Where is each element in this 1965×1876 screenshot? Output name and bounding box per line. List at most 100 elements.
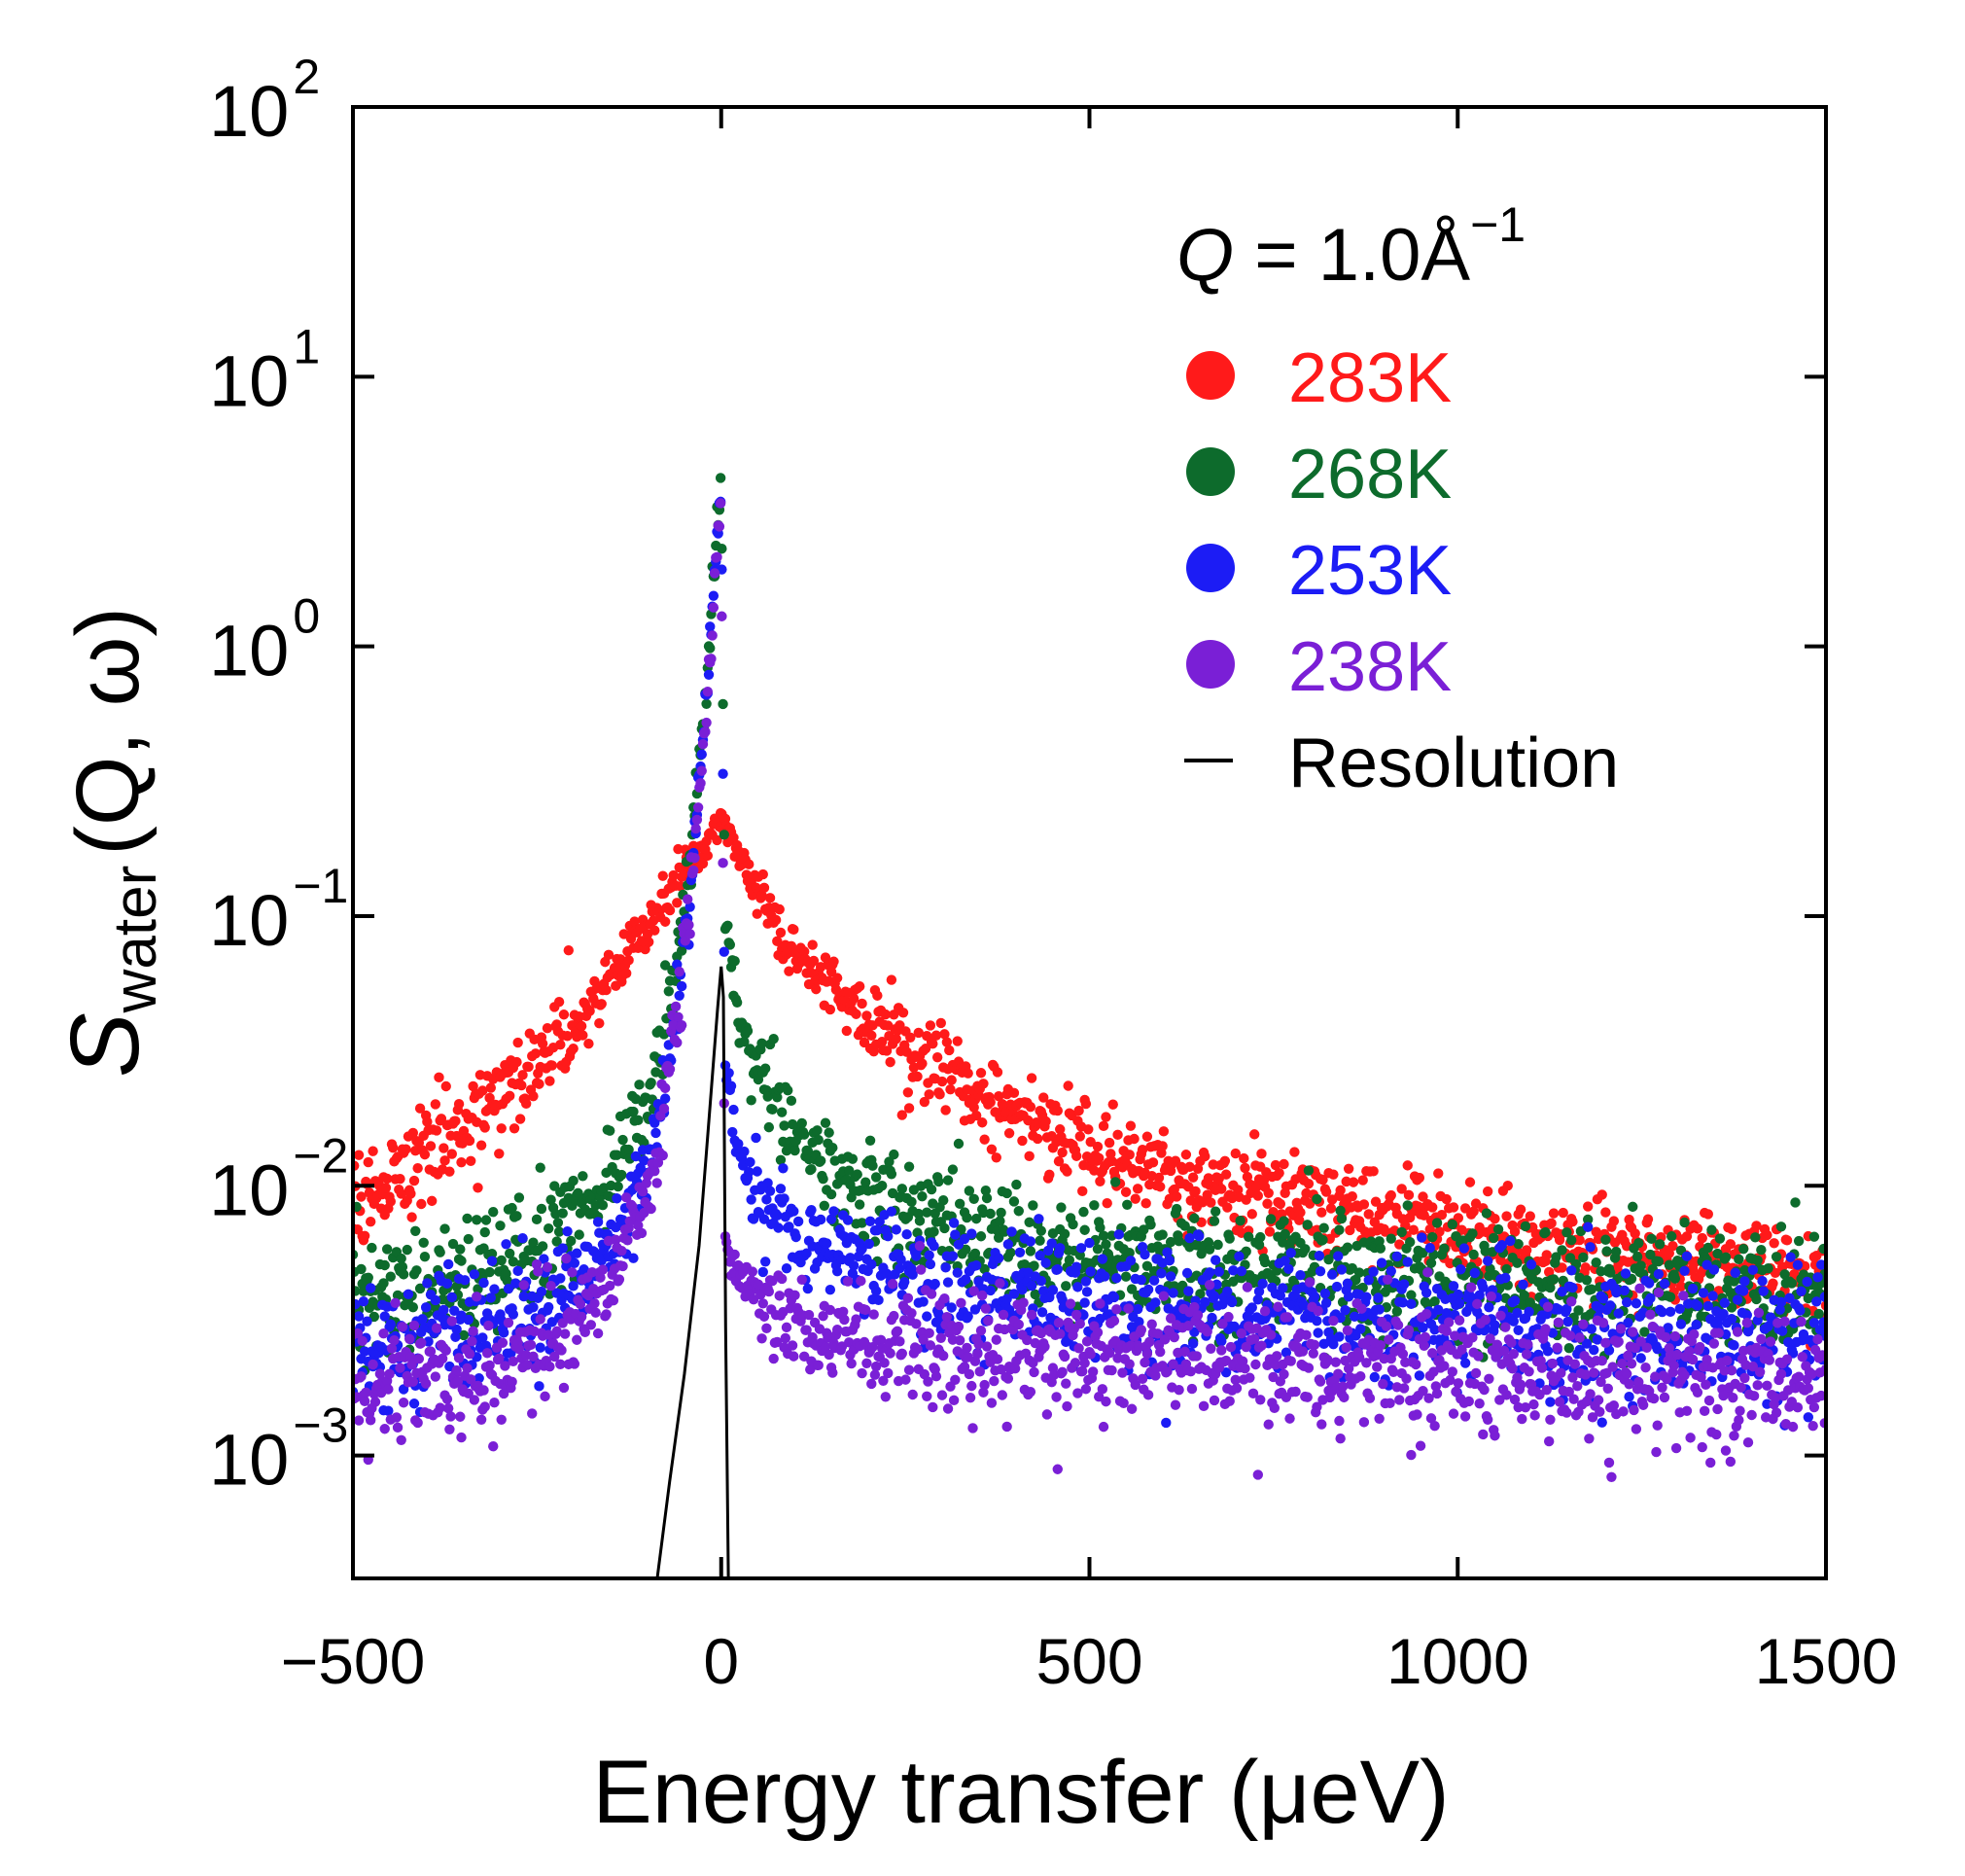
data-point — [1358, 1417, 1370, 1428]
data-point — [425, 1346, 437, 1357]
data-point — [774, 1291, 785, 1301]
data-point — [1489, 1232, 1499, 1244]
data-point — [861, 1358, 872, 1369]
data-point — [1318, 1338, 1329, 1350]
data-point — [1606, 1471, 1617, 1482]
data-point — [824, 1127, 834, 1138]
data-point — [1106, 1364, 1117, 1376]
data-point — [1406, 1290, 1417, 1300]
data-point — [1280, 1256, 1290, 1266]
data-point — [543, 1222, 554, 1234]
data-point — [1719, 1297, 1730, 1308]
data-point — [1185, 1366, 1196, 1377]
data-point — [947, 1164, 959, 1175]
data-point — [914, 1216, 926, 1226]
data-point — [507, 1202, 517, 1214]
data-point — [912, 1071, 923, 1082]
data-point — [1216, 1345, 1227, 1356]
data-point — [1130, 1193, 1140, 1204]
data-point — [1501, 1390, 1512, 1400]
data-point — [1681, 1231, 1693, 1242]
data-point — [722, 920, 733, 931]
data-point — [1634, 1283, 1645, 1294]
data-point — [1339, 1392, 1350, 1403]
data-point — [617, 1260, 628, 1272]
data-point — [1047, 1285, 1059, 1295]
data-point — [1561, 1407, 1572, 1418]
data-point — [397, 1261, 408, 1272]
data-point — [975, 1231, 987, 1242]
data-point — [1361, 1292, 1372, 1302]
data-point — [439, 1143, 449, 1153]
data-point — [706, 654, 717, 664]
data-point — [872, 1224, 883, 1236]
data-point — [925, 1020, 936, 1031]
data-point — [688, 865, 699, 876]
data-point — [1512, 1307, 1523, 1319]
data-point — [1422, 1267, 1433, 1278]
data-point — [1187, 1172, 1199, 1183]
data-point — [1183, 1321, 1194, 1331]
data-point — [1347, 1190, 1357, 1202]
data-point — [1369, 1371, 1381, 1383]
data-point — [1771, 1252, 1782, 1262]
data-point — [924, 1089, 934, 1100]
data-point — [1394, 1395, 1405, 1405]
data-point — [1644, 1278, 1655, 1289]
data-point — [1707, 1291, 1718, 1301]
data-point — [1275, 1198, 1286, 1210]
data-point — [1605, 1267, 1616, 1278]
data-point — [480, 1215, 492, 1225]
data-point — [822, 1238, 832, 1249]
data-point — [549, 1351, 560, 1363]
data-point — [746, 1095, 756, 1106]
data-point — [912, 1344, 923, 1355]
data-point — [869, 1369, 881, 1380]
data-point — [767, 1104, 778, 1115]
data-point — [1675, 1319, 1687, 1329]
data-point — [896, 1110, 907, 1120]
data-point — [1140, 1198, 1151, 1209]
data-point — [555, 1273, 566, 1284]
data-point — [936, 1076, 948, 1087]
data-point — [1231, 1383, 1243, 1394]
data-point — [966, 1228, 977, 1239]
data-point — [702, 686, 714, 697]
data-point — [676, 945, 687, 956]
data-point — [361, 1387, 371, 1398]
data-point — [1301, 1329, 1312, 1341]
data-point — [954, 1334, 965, 1346]
data-point — [992, 1354, 1003, 1364]
data-point — [925, 1340, 936, 1351]
data-point — [1092, 1244, 1104, 1255]
data-point — [486, 1249, 498, 1259]
data-point — [544, 1076, 555, 1086]
data-point — [1478, 1429, 1489, 1440]
data-point — [1699, 1405, 1710, 1417]
data-point — [1035, 1235, 1045, 1246]
data-point — [395, 1363, 405, 1373]
data-point — [1786, 1278, 1798, 1289]
data-point — [605, 1125, 615, 1136]
data-point — [1159, 1334, 1171, 1345]
data-point — [1285, 1248, 1296, 1258]
data-point — [430, 1099, 441, 1110]
data-point — [779, 1193, 790, 1204]
data-point — [1029, 1260, 1039, 1271]
data-point — [596, 999, 607, 1009]
data-point — [439, 1304, 449, 1316]
data-point — [1174, 1236, 1184, 1247]
data-point — [1209, 1291, 1220, 1302]
data-point — [684, 929, 695, 939]
data-point — [1645, 1309, 1656, 1320]
data-point — [728, 832, 739, 843]
data-point — [620, 1192, 632, 1203]
data-point — [857, 1218, 867, 1228]
data-point — [1776, 1326, 1788, 1336]
data-point — [391, 1412, 403, 1423]
data-point — [1426, 1202, 1438, 1213]
data-point — [861, 1010, 872, 1021]
data-point — [856, 1275, 866, 1287]
data-point — [719, 946, 729, 957]
data-point — [1779, 1316, 1790, 1327]
